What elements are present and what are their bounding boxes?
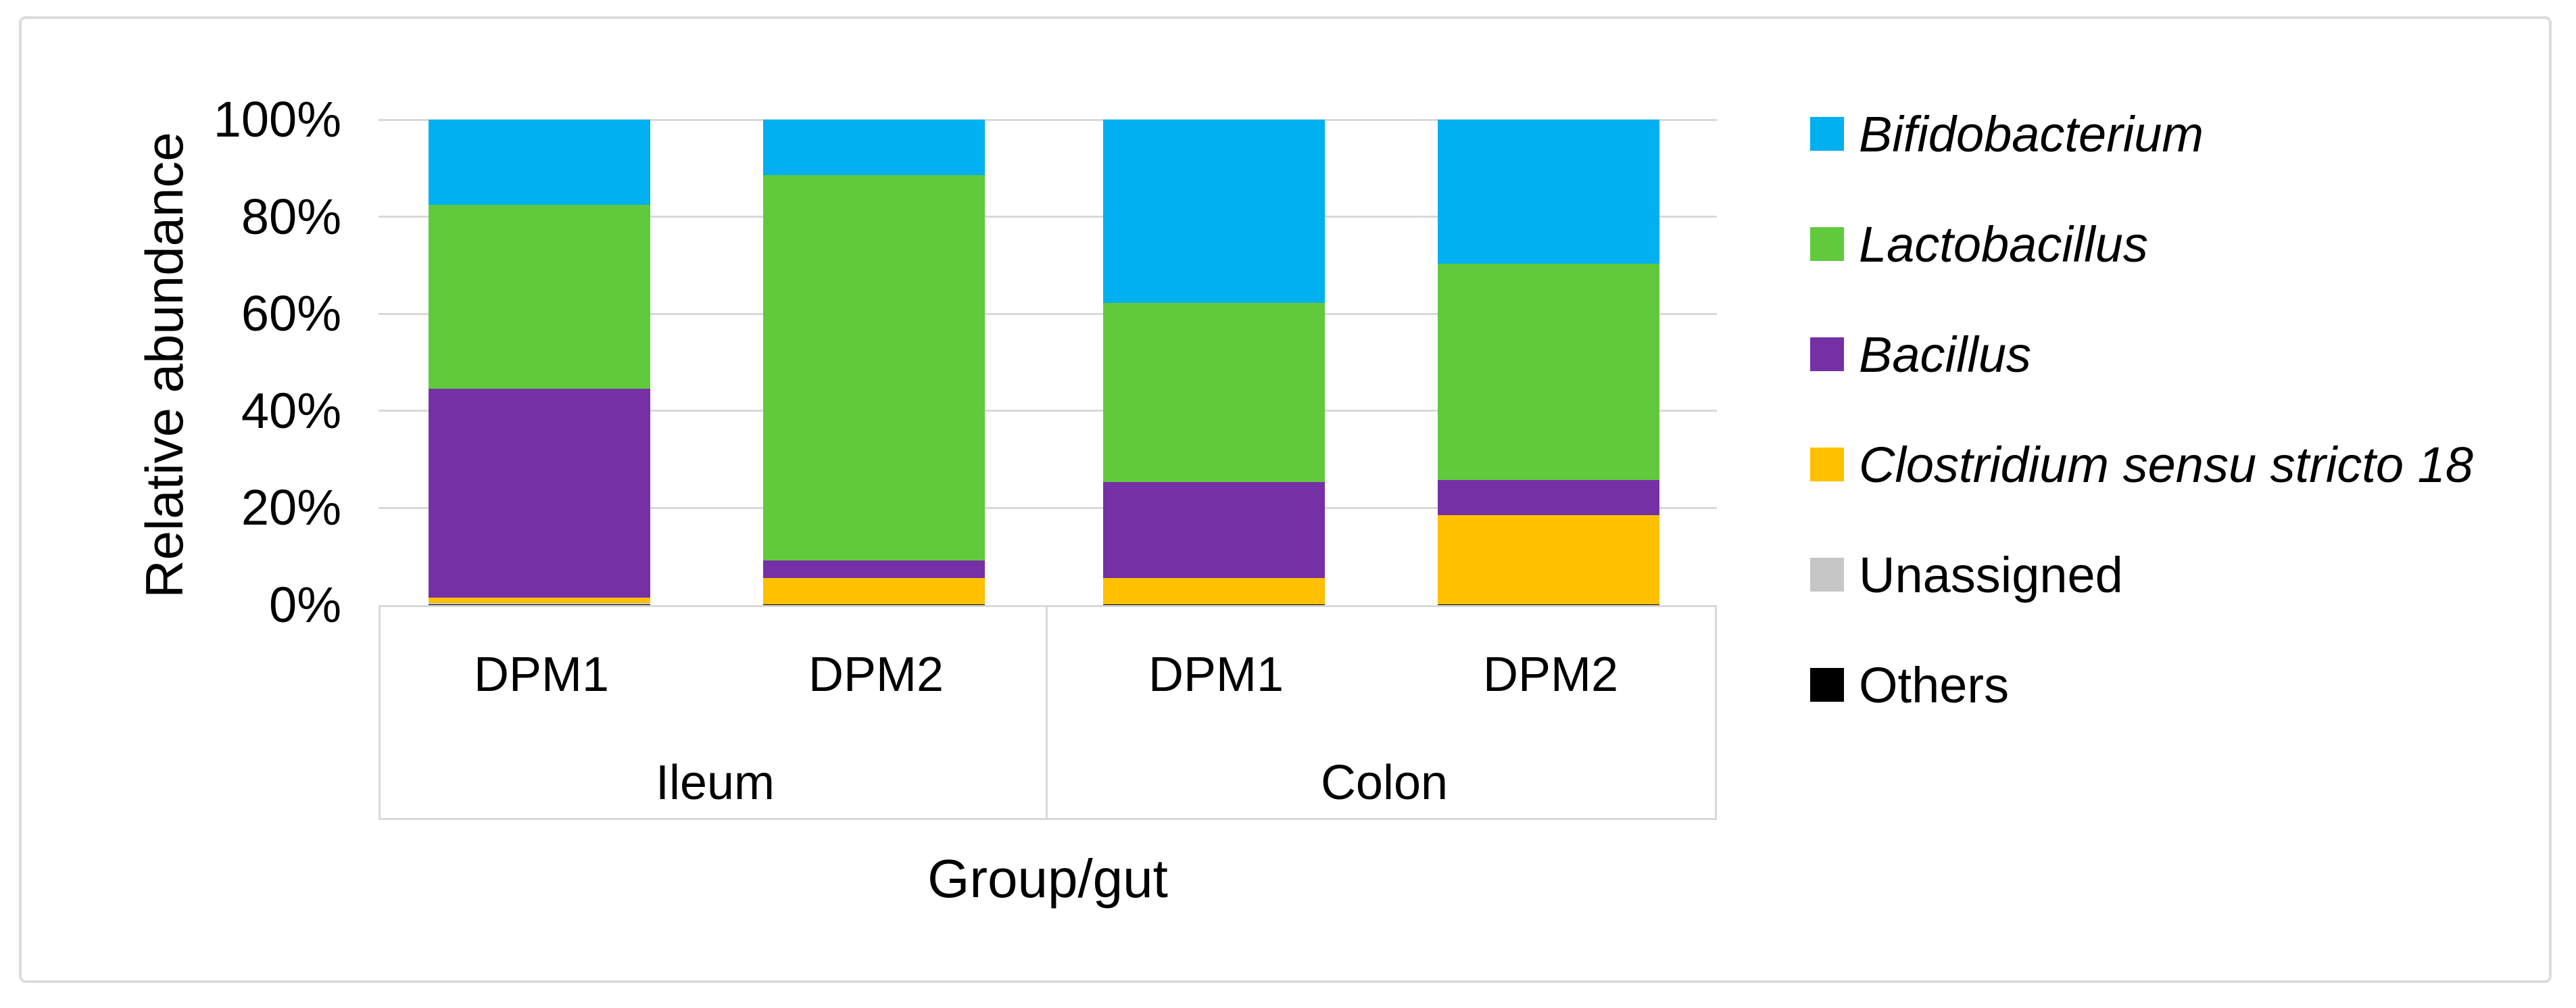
y-tick-label-20pct: 20%: [241, 479, 341, 536]
segment-clostridium-sensu-stricto-18: [763, 578, 985, 604]
legend-label: Others: [1859, 656, 2010, 713]
segment-others: [763, 604, 985, 605]
legend-swatch-unassigned: [1810, 558, 1844, 592]
segment-clostridium-sensu-stricto-18: [1438, 515, 1659, 604]
x-axis-label-box: DPM1 DPM2 DPM1 DPM2 Ileum Colon: [379, 605, 1717, 820]
y-tick-label-80pct: 80%: [241, 188, 341, 245]
legend-item-lactobacillus: Lactobacillus: [1810, 214, 2148, 274]
plot-area: [379, 118, 1717, 605]
legend-label: Lactobacillus: [1859, 216, 2148, 272]
bar-colon-dpm1: [1103, 120, 1325, 605]
legend-item-bifidobacterium: Bifidobacterium: [1810, 103, 2204, 164]
gridline-80: [379, 216, 1717, 218]
legend-swatch-clostridium-sensu-stricto-18: [1810, 448, 1844, 481]
segment-bifidobacterium: [429, 120, 650, 205]
group-label-ileum: Ileum: [655, 756, 775, 810]
segment-bifidobacterium: [1103, 120, 1325, 303]
segment-others: [1103, 604, 1325, 605]
segment-bifidobacterium: [1438, 120, 1659, 264]
x-axis-title: Group/gut: [927, 848, 1168, 909]
group-divider-line: [1046, 607, 1048, 818]
y-axis-title: Relative abundance: [135, 132, 194, 598]
segment-clostridium-sensu-stricto-18: [1103, 578, 1325, 604]
segment-bacillus: [429, 389, 650, 598]
group-label-colon: Colon: [1320, 756, 1449, 810]
legend-label: Bifidobacterium: [1859, 105, 2204, 162]
gridline-20: [379, 506, 1717, 509]
figure-border: [19, 16, 2552, 983]
segment-unassigned: [1103, 604, 1325, 605]
legend-swatch-others: [1810, 668, 1844, 702]
segment-bacillus: [1438, 479, 1659, 516]
bar-colon-dpm2: [1438, 120, 1659, 605]
legend-swatch-bacillus: [1810, 337, 1844, 371]
segment-bifidobacterium: [763, 120, 985, 175]
bar-ileum-dpm1: [429, 120, 650, 605]
legend-item-others: Others: [1810, 654, 2009, 715]
legend-swatch-lactobacillus: [1810, 227, 1844, 261]
legend-swatch-bifidobacterium: [1810, 117, 1844, 151]
bar-label-3-dpm2: DPM2: [1482, 648, 1619, 702]
legend-label: Bacillus: [1859, 326, 2031, 383]
y-tick-label-0pct: 0%: [269, 577, 341, 633]
segment-clostridium-sensu-stricto-18: [429, 598, 650, 604]
bar-label-1-dpm2: DPM2: [808, 648, 944, 702]
bar-ileum-dpm2: [763, 120, 985, 605]
segment-others: [1438, 604, 1659, 605]
segment-lactobacillus: [763, 174, 985, 560]
segment-unassigned: [429, 603, 650, 604]
segment-unassigned: [763, 604, 985, 605]
gridline-60: [379, 312, 1717, 315]
segment-others: [429, 604, 650, 605]
segment-lactobacillus: [429, 204, 650, 389]
bar-label-0-dpm1: DPM1: [473, 648, 610, 702]
y-tick-label-100pct: 100%: [213, 91, 341, 147]
y-tick-label-40pct: 40%: [241, 382, 341, 439]
segment-unassigned: [1438, 604, 1659, 605]
bar-label-2-dpm1: DPM1: [1148, 648, 1284, 702]
y-tick-label-60pct: 60%: [241, 285, 341, 342]
legend-item-unassigned: Unassigned: [1810, 544, 2123, 605]
legend-item-clostridium-sensu-stricto-18: Clostridium sensu stricto 18: [1810, 434, 2473, 495]
segment-lactobacillus: [1103, 302, 1325, 483]
gridline-40: [379, 410, 1717, 412]
segment-bacillus: [763, 560, 985, 579]
segment-lactobacillus: [1438, 264, 1659, 480]
gridline-100: [379, 118, 1717, 121]
legend-item-bacillus: Bacillus: [1810, 324, 2031, 385]
segment-bacillus: [1103, 482, 1325, 579]
legend-label: Unassigned: [1859, 546, 2123, 603]
legend-label: Clostridium sensu stricto 18: [1859, 436, 2473, 493]
